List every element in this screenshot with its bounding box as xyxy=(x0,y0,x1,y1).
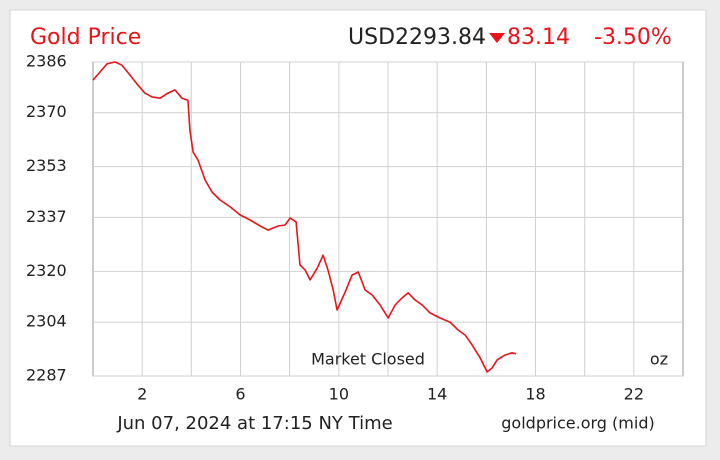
unit-label: oz xyxy=(650,350,668,369)
y-tick-label: 2287 xyxy=(26,366,67,385)
timestamp: Jun 07, 2024 at 17:15 NY Time xyxy=(116,413,392,434)
x-tick-label: 14 xyxy=(427,385,447,404)
y-tick-label: 2353 xyxy=(26,156,67,175)
price: USD2293.84 xyxy=(348,25,486,50)
x-tick-label: 22 xyxy=(624,385,644,404)
x-tick-label: 10 xyxy=(329,385,349,404)
down-arrow xyxy=(489,33,505,43)
change: 83.14 xyxy=(507,25,570,50)
y-tick-label: 2304 xyxy=(26,312,67,331)
chart-title: Gold Price xyxy=(30,25,141,50)
y-tick-label: 2370 xyxy=(26,102,67,121)
y-tick-label: 2386 xyxy=(26,52,67,71)
x-tick-label: 2 xyxy=(137,385,147,404)
annotation: Market Closed xyxy=(311,350,425,369)
x-tick-label: 18 xyxy=(525,385,545,404)
change-percent: -3.50% xyxy=(594,25,672,50)
y-tick-label: 2320 xyxy=(26,261,67,280)
source: goldprice.org (mid) xyxy=(501,414,654,433)
x-tick-label: 6 xyxy=(235,385,245,404)
y-tick-label: 2337 xyxy=(26,207,67,226)
price-line xyxy=(92,61,517,373)
